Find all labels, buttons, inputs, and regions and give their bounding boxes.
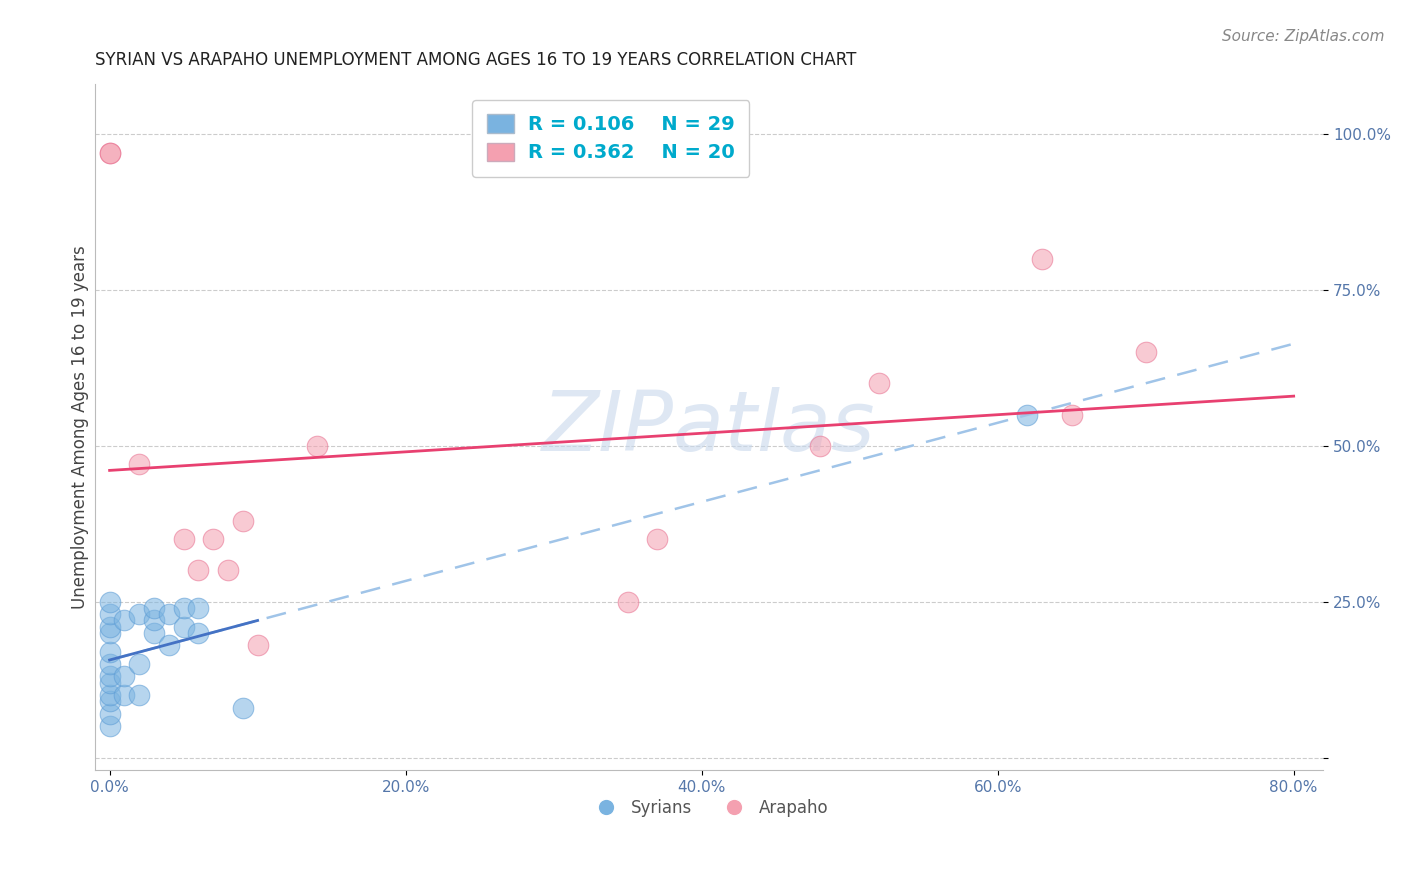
Point — [173, 600, 195, 615]
Point — [98, 625, 121, 640]
Point — [128, 458, 150, 472]
Point — [98, 719, 121, 733]
Point — [232, 514, 254, 528]
Point — [157, 607, 180, 621]
Point — [232, 700, 254, 714]
Point — [98, 619, 121, 633]
Point — [98, 644, 121, 658]
Point — [187, 600, 209, 615]
Point — [98, 688, 121, 702]
Point — [1060, 408, 1083, 422]
Text: SYRIAN VS ARAPAHO UNEMPLOYMENT AMONG AGES 16 TO 19 YEARS CORRELATION CHART: SYRIAN VS ARAPAHO UNEMPLOYMENT AMONG AGE… — [94, 51, 856, 69]
Point — [143, 625, 166, 640]
Point — [187, 564, 209, 578]
Point — [1031, 252, 1053, 266]
Text: ZIPatlas: ZIPatlas — [543, 386, 876, 467]
Point — [217, 564, 239, 578]
Point — [868, 376, 890, 391]
Legend: Syrians, Arapaho: Syrians, Arapaho — [582, 792, 835, 823]
Point — [1135, 345, 1157, 359]
Point — [616, 594, 638, 608]
Y-axis label: Unemployment Among Ages 16 to 19 years: Unemployment Among Ages 16 to 19 years — [72, 245, 89, 609]
Point — [112, 688, 135, 702]
Point — [187, 625, 209, 640]
Point — [98, 675, 121, 690]
Point — [98, 706, 121, 721]
Point — [645, 533, 668, 547]
Point — [98, 145, 121, 160]
Point — [98, 694, 121, 708]
Point — [112, 613, 135, 627]
Point — [202, 533, 225, 547]
Point — [98, 145, 121, 160]
Point — [98, 607, 121, 621]
Point — [173, 619, 195, 633]
Point — [98, 657, 121, 671]
Point — [143, 613, 166, 627]
Point — [128, 657, 150, 671]
Point — [143, 600, 166, 615]
Text: Source: ZipAtlas.com: Source: ZipAtlas.com — [1222, 29, 1385, 44]
Point — [305, 439, 328, 453]
Point — [128, 688, 150, 702]
Point — [98, 594, 121, 608]
Point — [128, 607, 150, 621]
Point — [173, 533, 195, 547]
Point — [1017, 408, 1039, 422]
Point — [98, 669, 121, 683]
Point — [246, 638, 269, 652]
Point — [157, 638, 180, 652]
Point — [808, 439, 831, 453]
Point — [112, 669, 135, 683]
